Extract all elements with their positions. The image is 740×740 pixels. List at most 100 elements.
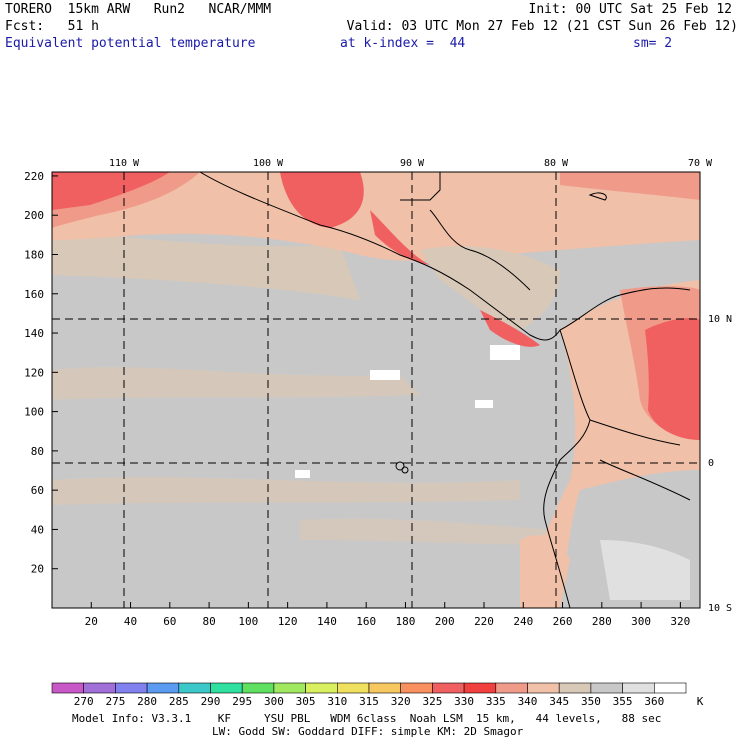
- field-speck: [475, 400, 493, 408]
- lat-label: 10 N: [708, 314, 732, 325]
- y-tick-label: 220: [24, 170, 44, 183]
- model-info: Model Info: V3.3.1 KF YSU PBL WDM 6class…: [72, 712, 662, 725]
- colorbar-label: 360: [644, 695, 664, 708]
- colorbar-label: 310: [327, 695, 347, 708]
- colorbar-swatch: [622, 682, 655, 694]
- colorbar-label: 290: [201, 695, 221, 708]
- lon-label: 90 W: [400, 158, 425, 169]
- island: [395, 461, 405, 471]
- colorbar-swatch: [495, 682, 528, 694]
- colorbar-swatch: [400, 682, 433, 694]
- graticule: [52, 172, 700, 608]
- field-band: [300, 518, 560, 545]
- y-tick-label: 160: [24, 288, 44, 301]
- colorbar-label: 295: [232, 695, 252, 708]
- field-warm: [520, 535, 570, 608]
- y-tick-label: 180: [24, 248, 44, 261]
- y-tick-label: 80: [31, 445, 44, 458]
- model-title: TORERO 15km ARW Run2 NCAR/MMM: [5, 2, 272, 17]
- field-speck: [370, 370, 400, 380]
- x-tick-label: 240: [513, 615, 533, 628]
- lon-label: 80 W: [544, 158, 569, 169]
- colorbar-label: 350: [581, 695, 601, 708]
- colorbar-label: 315: [359, 695, 379, 708]
- colorbar-swatch: [241, 682, 275, 694]
- field-speck: [490, 345, 520, 360]
- colorbar-label: 320: [391, 695, 411, 708]
- x-tick-label: 320: [670, 615, 690, 628]
- coastline: [199, 172, 561, 341]
- y-tick-label: 140: [24, 327, 44, 340]
- colorbar-label: 300: [264, 695, 284, 708]
- y-tick-label: 20: [31, 563, 44, 576]
- coastline: [543, 329, 591, 608]
- field-band: [52, 230, 360, 300]
- x-tick-label: 280: [592, 615, 612, 628]
- colorbar-swatch: [590, 682, 623, 694]
- field-hot: [52, 172, 170, 210]
- x-tick-label: 200: [435, 615, 455, 628]
- x-tick-label: 80: [202, 615, 215, 628]
- lon-label: 110 W: [109, 158, 140, 169]
- colorbar-label: 345: [549, 695, 569, 708]
- field-hot: [370, 210, 430, 265]
- colorbar-label: 340: [518, 695, 538, 708]
- x-tick-label: 20: [85, 615, 98, 628]
- physics-info: LW: Godd SW: Goddard DIFF: simple KM: 2D…: [212, 725, 524, 738]
- field-band: [52, 367, 420, 400]
- colorbar-swatch: [368, 682, 402, 694]
- border: [599, 459, 691, 501]
- smoothing-info: sm= 2: [633, 36, 673, 51]
- lon-label: 100 W: [253, 158, 284, 169]
- field-name: Equivalent potential temperature: [5, 36, 256, 51]
- colorbar-swatch: [336, 682, 370, 694]
- island: [588, 192, 607, 201]
- x-tick-label: 40: [124, 615, 137, 628]
- field-hot: [280, 172, 364, 228]
- x-tick-label: 300: [631, 615, 651, 628]
- colorbar-swatch: [273, 682, 306, 694]
- field-band: [52, 477, 520, 505]
- y-tick-label: 60: [31, 484, 44, 497]
- border: [429, 209, 531, 291]
- forecast-hour: Fcst: 51 h: [5, 19, 99, 34]
- colorbar-swatch: [210, 682, 243, 694]
- colorbar: 270 275 280 285 290 295 300 305 310 315 320 325 330 3…: [51, 682, 687, 708]
- colorbar-swatch: [432, 682, 465, 694]
- colorbar-label: 325: [422, 695, 442, 708]
- valid-time: Valid: 03 UTC Mon 27 Feb 12 (21 CST Sun …: [346, 19, 738, 34]
- colorbar-swatch: [653, 682, 687, 694]
- colorbar-label: 355: [613, 695, 633, 708]
- x-tick-label: 140: [317, 615, 337, 628]
- field-hot: [645, 318, 700, 440]
- x-tick-label: 260: [553, 615, 573, 628]
- map-field: [52, 172, 700, 608]
- colorbar-swatch: [463, 682, 497, 694]
- y-tick-label: 40: [31, 523, 44, 536]
- colorbar-label: 280: [137, 695, 157, 708]
- y-tick-label: 200: [24, 209, 44, 222]
- border: [589, 419, 681, 446]
- field-land: [420, 246, 560, 330]
- island: [401, 466, 409, 474]
- colorbar-label: 305: [296, 695, 316, 708]
- x-tick-label: 220: [474, 615, 494, 628]
- level-info: at k-index = 44: [340, 36, 466, 51]
- colorbar-label: 335: [486, 695, 506, 708]
- map-frame: [51, 171, 701, 609]
- x-tick-label: 60: [163, 615, 176, 628]
- field-warm: [560, 172, 700, 200]
- x-tick-label: 120: [278, 615, 298, 628]
- lat-label: 0: [708, 458, 714, 469]
- border: [400, 172, 441, 201]
- y-tick-label: 100: [24, 406, 44, 419]
- init-time: Init: 00 UTC Sat 25 Feb 12: [528, 2, 733, 17]
- colorbar-swatch: [146, 682, 180, 694]
- colorbar-swatch: [527, 682, 560, 694]
- x-axis-ticks: 20 40 60 80 100 120 140 160 180 200 220 240 260 280 30…: [85, 602, 690, 628]
- colorbar-swatch: [83, 682, 116, 694]
- colorbar-swatch: [305, 682, 338, 694]
- colorbar-swatch: [558, 682, 592, 694]
- x-tick-label: 180: [396, 615, 416, 628]
